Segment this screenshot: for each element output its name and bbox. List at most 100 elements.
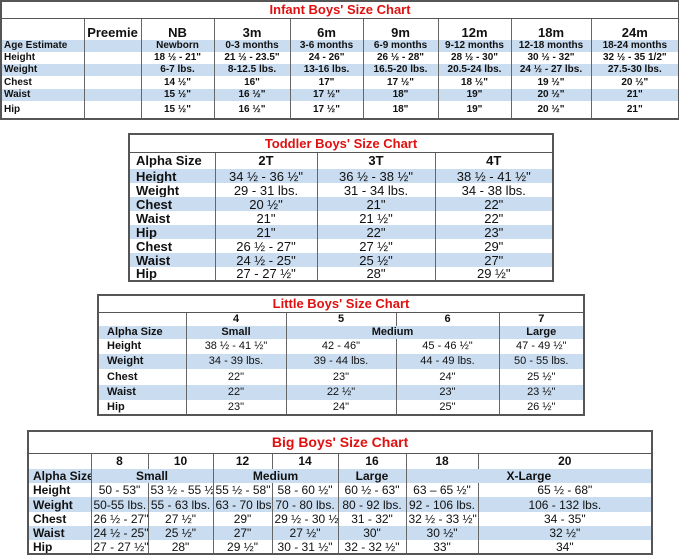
table-cell: 29 ½ - 30 ½"	[271, 512, 338, 526]
column-header: 12	[212, 453, 272, 469]
table-cell: 6-9 months	[362, 40, 438, 52]
table-cell: 47 - 49 ½"	[498, 339, 584, 354]
table-cell	[83, 52, 141, 64]
column-header: 4T	[434, 152, 554, 169]
table-row: Alpha Size 2T 3T 4T	[129, 152, 554, 169]
row-label: Chest	[136, 239, 173, 253]
column-header: 18m	[510, 18, 591, 40]
column-header: 16	[337, 453, 406, 469]
table-row: Height 18 ½ - 21" 21 ½ - 23.5" 24 - 26" 26 ½…	[1, 52, 679, 64]
table-cell: 19"	[437, 101, 511, 119]
table-row: Age Estimate Newborn 0-3 months 3-6 months 6…	[1, 40, 679, 52]
row-label: Weight	[136, 183, 180, 197]
table-cell: 27"	[434, 253, 554, 267]
row-label: Chest	[4, 76, 32, 88]
table-cell: 20.5-24 lbs.	[437, 64, 511, 76]
table-row: Preemie NB 3m 6m 9m 12m 18m 24m	[1, 18, 679, 40]
table-row: Hip 27 - 27 ½" 28" 29 ½" 30 - 31 ½" 32 - 32 ½…	[28, 540, 653, 554]
table-row: Hip 21" 22" 23"	[129, 225, 554, 239]
table-cell: 21"	[316, 197, 435, 211]
table-cell	[83, 40, 141, 52]
table-cell: 21"	[590, 89, 679, 101]
table-cell: 18 ½ - 21"	[140, 52, 214, 64]
table-cell: 16 ½"	[213, 89, 290, 101]
table-cell: 21 ½ - 23.5"	[213, 52, 290, 64]
column-header: 20	[477, 453, 653, 469]
table-cell	[83, 76, 141, 89]
table-cell: 18-24 months	[590, 40, 679, 52]
table-cell: 21"	[214, 225, 317, 239]
table-cell: 24 - 26"	[289, 52, 363, 64]
table-cell: 26 ½"	[498, 400, 584, 415]
row-label: Height	[129, 169, 215, 183]
table-row: Hip 15 ½" 16 ½" 17 ½" 18" 19" 20 ½" 21"	[1, 101, 679, 119]
table-cell: Medium	[285, 326, 499, 339]
table-cell: 22"	[316, 225, 435, 239]
table-row: Height 50 - 53" 53 ½ - 55 ½" 55 ½ - 58" 58 -…	[28, 483, 653, 497]
table-cell	[83, 101, 141, 119]
row-label: Weight	[1, 64, 84, 76]
table-row: Alpha Size Small Medium Large	[98, 326, 584, 339]
table-cell: 22"	[185, 385, 286, 400]
column-header: 7	[498, 312, 584, 326]
table-cell: 20 ½"	[214, 197, 317, 211]
table-cell: 34 - 38 lbs.	[434, 183, 554, 197]
table-cell: 23"	[185, 400, 286, 415]
table-cell: 6-7 lbs.	[140, 64, 214, 76]
table-row: Chest 26 ½ - 27" 27 ½" 29" 29 ½ - 30 ½" 31 - …	[28, 512, 653, 526]
table-cell: 27 ½"	[316, 239, 435, 253]
table-row: Weight 6-7 lbs. 8-12.5 lbs. 13-16 lbs. 16.5-…	[1, 64, 679, 76]
column-header: 5	[285, 312, 396, 326]
table-cell: 24 ½ - 25"	[90, 526, 148, 540]
table-cell: 50 - 55 lbs.	[498, 354, 584, 369]
row-label: Chest	[107, 370, 138, 383]
table-cell: 26 ½ - 27"	[214, 239, 317, 253]
table-cell: 17"	[289, 76, 363, 89]
column-header: 24m	[590, 18, 679, 40]
table-cell: 30 ½"	[405, 526, 478, 540]
table-row: Chest 26 ½ - 27" 27 ½" 29"	[129, 239, 554, 253]
table-cell: 34 ½ - 36 ½"	[214, 169, 317, 183]
table-row: Chest 22" 23" 24" 25 ½"	[98, 369, 584, 385]
table-cell: 27 ½"	[147, 512, 213, 526]
table-cell: Large	[498, 326, 584, 339]
table-cell: 63 – 65 ½"	[405, 483, 478, 497]
table-cell: 65 ½ - 68"	[477, 483, 653, 497]
table-cell: 42 - 46"	[285, 339, 396, 354]
row-label: Weight	[98, 354, 186, 369]
table-cell: 18 ½"	[437, 76, 511, 89]
row-label: Height	[33, 483, 71, 497]
table-cell: Large	[337, 469, 406, 483]
table-row: Height 34 ½ - 36 ½" 36 ½ - 38 ½" 38 ½ - 41 …	[129, 169, 554, 183]
table-cell: 25"	[395, 400, 499, 415]
column-header: 3m	[213, 18, 290, 40]
table-cell: 22"	[185, 369, 286, 385]
table-cell: 22 ½"	[285, 385, 396, 400]
table-cell: 38 ½ - 41 ½"	[434, 169, 554, 183]
table-cell: 20 ½"	[590, 76, 679, 89]
row-label: Hip	[33, 540, 53, 554]
table-cell: 32 - 32 ½"	[337, 540, 406, 554]
column-header: 3T	[316, 152, 435, 169]
table-cell: 14 ½"	[140, 76, 214, 89]
table-cell: 3-6 months	[289, 40, 363, 52]
row-label: Chest	[33, 512, 67, 526]
table-row: Waist 21" 21 ½" 22"	[129, 211, 554, 225]
row-label: Waist	[129, 253, 215, 267]
table-cell: 25 ½"	[147, 526, 213, 540]
table-cell: 27"	[212, 526, 272, 540]
column-header: 4	[185, 312, 286, 326]
table-row: Hip 27 - 27 ½" 28" 29 ½"	[129, 267, 554, 281]
table-row: Waist 24 ½ - 25" 25 ½" 27" 27 ½" 30" 30 ½" 32 ½…	[28, 526, 653, 540]
table-cell: 27 - 27 ½"	[90, 540, 148, 554]
table-cell: 27.5-30 lbs.	[590, 64, 679, 76]
table-cell: 29"	[212, 512, 272, 526]
table-row: Weight 29 - 31 lbs. 31 - 34 lbs. 34 - 38 lb…	[129, 183, 554, 197]
table-cell: 15 ½"	[140, 101, 214, 119]
row-label: Height	[4, 52, 36, 63]
table-cell: 80 - 92 lbs.	[337, 497, 406, 512]
table-row: Waist 15 ½" 16 ½" 17 ½" 18" 19" 20 ½" 21"	[1, 89, 679, 101]
table-cell: Small	[185, 326, 286, 339]
row-label: Alpha Size	[136, 153, 202, 169]
table-cell: 15 ½"	[140, 89, 214, 101]
